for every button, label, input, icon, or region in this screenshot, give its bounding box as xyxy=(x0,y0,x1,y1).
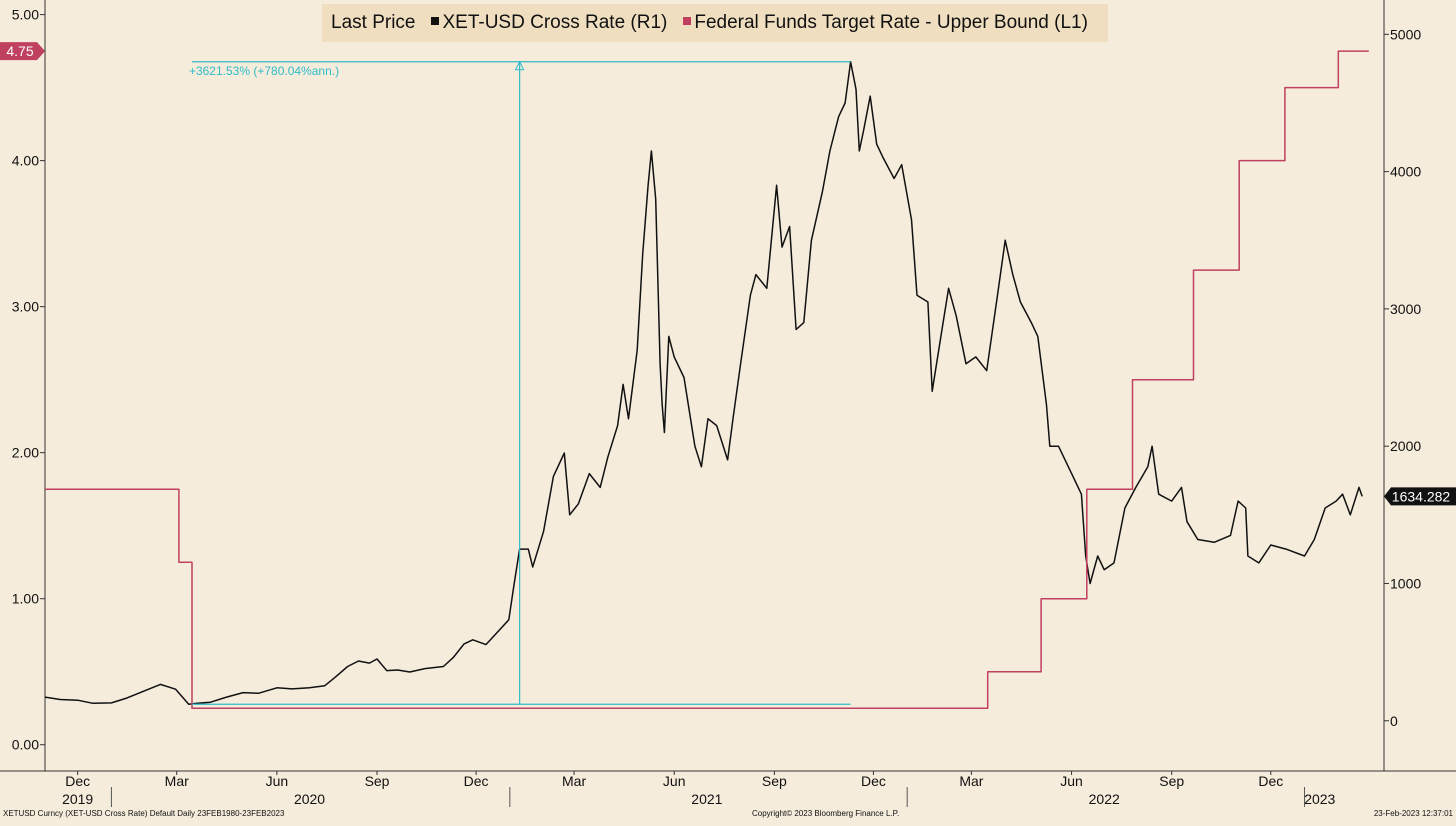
x-month-label: Mar xyxy=(562,773,586,789)
left-tick-label: 0.00 xyxy=(12,737,39,753)
x-month-label: Mar xyxy=(165,773,189,789)
left-tick-label: 3.00 xyxy=(12,299,39,315)
x-month-label: Dec xyxy=(1258,773,1283,789)
footer-timestamp: 23-Feb-2023 12:37:01 xyxy=(1373,809,1453,818)
right-tick-label: 0 xyxy=(1390,713,1398,729)
x-month-label: Mar xyxy=(959,773,983,789)
legend-item-fedfunds: Federal Funds Target Rate - Upper Bound … xyxy=(694,12,1088,33)
series-layer xyxy=(44,50,1369,709)
measure-arrowhead xyxy=(514,60,525,71)
right-tick-label: 5000 xyxy=(1390,26,1421,42)
legend-swatch-price xyxy=(431,17,440,25)
left-tick-label: 5.00 xyxy=(12,7,39,23)
chart-legend: Last Price XET-USD Cross Rate (R1) Feder… xyxy=(322,4,1108,42)
measure-label: +3621.53% (+780.04%ann.) xyxy=(189,64,339,78)
right-last-value-label: 1634.282 xyxy=(1392,488,1451,504)
left-tick-label: 1.00 xyxy=(12,591,39,607)
x-month-label: Sep xyxy=(365,773,390,789)
left-tick-label: 2.00 xyxy=(12,445,39,461)
right-tick-label: 4000 xyxy=(1390,164,1421,180)
axes-layer: 0.00 1.00 2.00 3.00 4.00 5.00 0 1000 2000 3000 400… xyxy=(0,0,1456,807)
footer-security-info: XETUSD Curncy (XET-USD Cross Rate) Defau… xyxy=(3,809,285,818)
annotation-layer: +3621.53% (+780.04%ann.) 4.75 1634.282 xyxy=(0,42,1456,705)
left-last-value-label: 4.75 xyxy=(6,43,33,59)
x-year-label: 2021 xyxy=(691,791,722,807)
legend-title: Last Price xyxy=(331,12,416,33)
right-last-value-badge xyxy=(1384,487,1456,506)
x-month-label: Dec xyxy=(65,773,90,789)
right-tick-label: 3000 xyxy=(1390,301,1421,317)
x-month-label: Dec xyxy=(464,773,489,789)
left-tick-label: 4.00 xyxy=(12,153,39,169)
x-month-label: Jun xyxy=(1060,773,1083,789)
legend-item-price: XET-USD Cross Rate (R1) xyxy=(442,12,668,33)
right-tick-label: 2000 xyxy=(1390,438,1421,454)
legend-swatch-fedfunds xyxy=(683,17,692,25)
x-year-label: 2022 xyxy=(1089,791,1120,807)
x-month-label: Jun xyxy=(663,773,686,789)
right-tick-label: 1000 xyxy=(1390,575,1421,591)
x-year-label: 2020 xyxy=(294,791,325,807)
x-month-label: Dec xyxy=(861,773,886,789)
x-month-label: Sep xyxy=(762,773,787,789)
x-month-label: Sep xyxy=(1159,773,1184,789)
x-year-label: 2023 xyxy=(1304,791,1335,807)
fedfunds-series-line xyxy=(45,50,1369,709)
footer-copyright: Copyright© 2023 Bloomberg Finance L.P. xyxy=(752,809,900,818)
left-last-value-badge xyxy=(0,42,45,61)
price-series-line xyxy=(44,61,1363,706)
x-month-label: Jun xyxy=(266,773,289,789)
x-year-label: 2019 xyxy=(62,791,93,807)
